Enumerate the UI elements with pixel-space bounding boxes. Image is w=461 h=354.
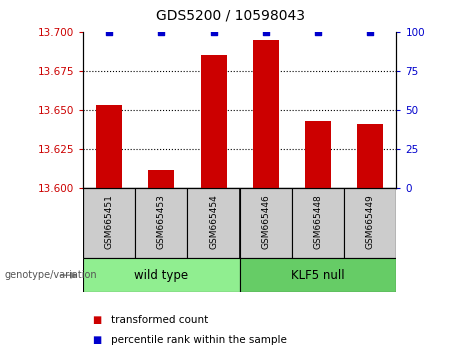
Point bbox=[106, 29, 113, 35]
Point bbox=[262, 29, 270, 35]
Bar bbox=[305, 121, 331, 188]
Bar bbox=[83, 188, 135, 258]
Point bbox=[210, 29, 217, 35]
Text: GDS5200 / 10598043: GDS5200 / 10598043 bbox=[156, 9, 305, 23]
Text: ■: ■ bbox=[92, 315, 101, 325]
Text: GSM665449: GSM665449 bbox=[366, 194, 375, 249]
Text: percentile rank within the sample: percentile rank within the sample bbox=[111, 335, 287, 345]
Bar bbox=[135, 188, 188, 258]
Bar bbox=[344, 188, 396, 258]
Bar bbox=[83, 258, 240, 292]
Bar bbox=[201, 55, 227, 188]
Bar bbox=[357, 124, 384, 188]
Text: wild type: wild type bbox=[134, 269, 189, 282]
Bar bbox=[148, 171, 174, 188]
Bar bbox=[188, 188, 240, 258]
Text: transformed count: transformed count bbox=[111, 315, 208, 325]
Text: KLF5 null: KLF5 null bbox=[291, 269, 345, 282]
Bar bbox=[240, 188, 292, 258]
Point bbox=[158, 29, 165, 35]
Bar bbox=[240, 258, 396, 292]
Text: ■: ■ bbox=[92, 335, 101, 345]
Text: GSM665446: GSM665446 bbox=[261, 194, 270, 249]
Bar bbox=[96, 105, 122, 188]
Bar bbox=[292, 188, 344, 258]
Bar bbox=[253, 40, 279, 188]
Text: genotype/variation: genotype/variation bbox=[5, 270, 97, 280]
Point bbox=[314, 29, 322, 35]
Point bbox=[366, 29, 374, 35]
Text: GSM665453: GSM665453 bbox=[157, 194, 166, 249]
Text: GSM665454: GSM665454 bbox=[209, 194, 218, 249]
Text: GSM665448: GSM665448 bbox=[313, 194, 323, 249]
Text: GSM665451: GSM665451 bbox=[105, 194, 113, 249]
